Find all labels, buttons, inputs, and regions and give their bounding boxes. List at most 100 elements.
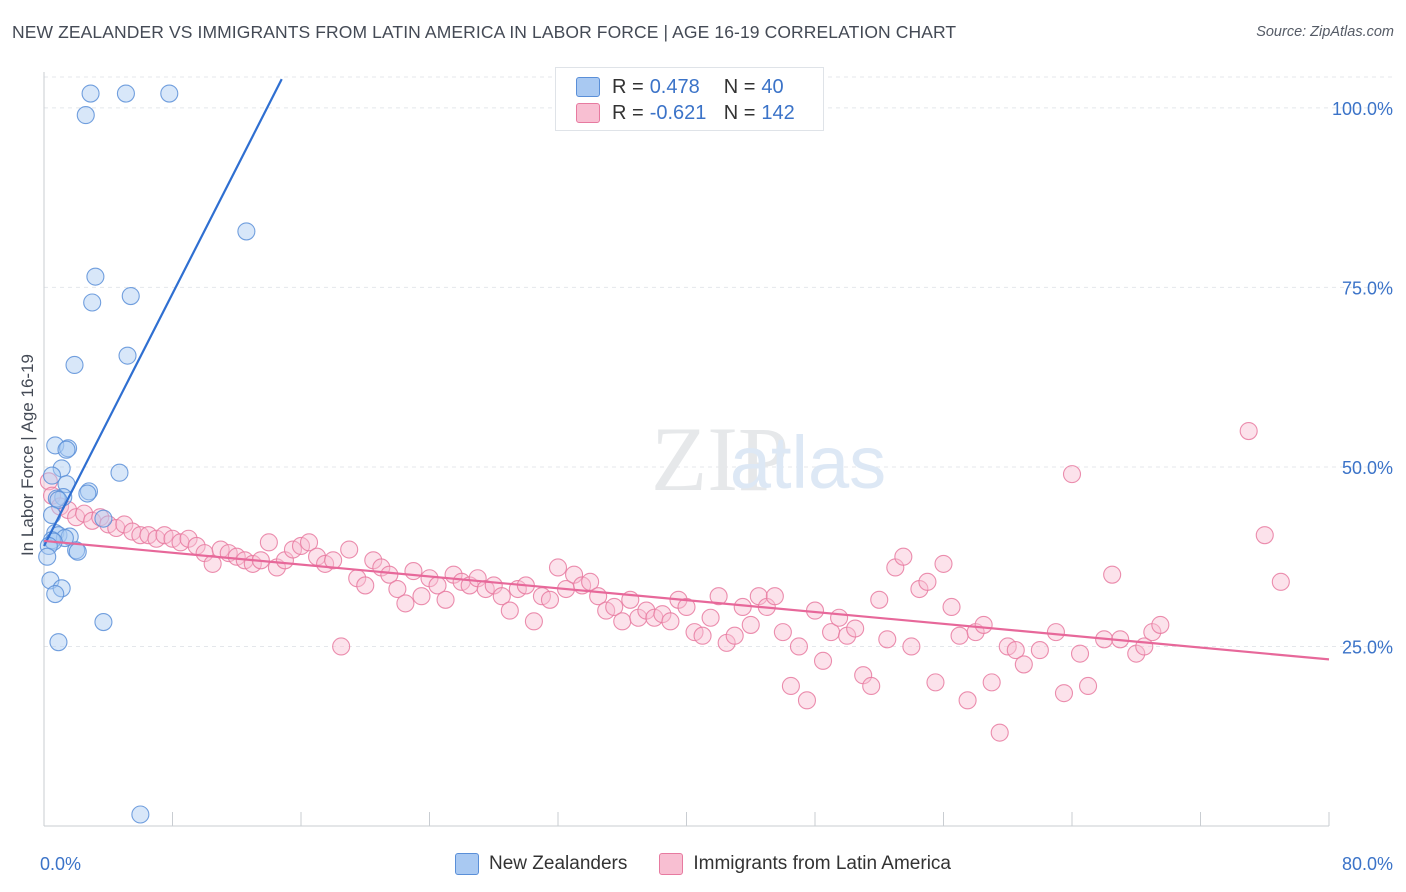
point-new-zealander: [46, 585, 65, 604]
point-new-zealander: [116, 84, 135, 103]
point-latin-america: [950, 626, 969, 645]
legend-r-label: R =: [612, 75, 644, 98]
point-new-zealander: [76, 106, 95, 125]
point-latin-america: [1079, 676, 1098, 696]
point-latin-america: [500, 601, 519, 620]
point-latin-america: [974, 615, 993, 634]
point-latin-america: [918, 572, 937, 591]
chart-title: NEW ZEALANDER VS IMMIGRANTS FROM LATIN A…: [12, 22, 957, 42]
point-new-zealander: [83, 293, 102, 312]
point-latin-america: [1255, 526, 1274, 545]
point-latin-america: [725, 626, 744, 645]
point-latin-america: [773, 623, 792, 642]
legend-r-label: R =: [612, 101, 644, 124]
point-latin-america: [1046, 623, 1065, 642]
point-new-zealander: [160, 84, 179, 103]
y-tick-label: 25.0%: [1342, 637, 1393, 657]
point-latin-america: [1054, 684, 1074, 703]
point-latin-america: [613, 612, 632, 631]
point-latin-america: [942, 597, 961, 617]
point-latin-america: [524, 612, 543, 631]
series-swatch-pink: [659, 853, 684, 875]
point-latin-america: [1030, 641, 1049, 660]
point-new-zealander: [86, 267, 105, 286]
point-new-zealander: [78, 484, 97, 503]
legend-r-value: 0.478: [649, 75, 700, 98]
point-new-zealander: [42, 506, 62, 525]
point-latin-america: [741, 615, 760, 634]
point-new-zealander: [110, 463, 129, 482]
point-latin-america: [412, 587, 431, 606]
series-legend: New Zealanders Immigrants from Latin Ame…: [0, 850, 1406, 878]
legend-n-label: N =: [723, 101, 756, 124]
y-tick-label: 100.0%: [1332, 99, 1393, 119]
legend-n-value: 142: [761, 101, 795, 124]
series-legend-label: Immigrants from Latin America: [693, 853, 951, 874]
point-latin-america: [677, 597, 696, 617]
trend-lines: [43, 78, 1330, 661]
legend-r-value: -0.621: [649, 101, 707, 124]
legend-swatch-blue: [576, 77, 600, 97]
point-latin-america: [492, 587, 511, 606]
point-latin-america: [982, 673, 1001, 692]
series-swatch-blue: [455, 853, 479, 875]
trend-line-new-zealanders: [43, 78, 283, 547]
axes: [43, 72, 1330, 827]
point-latin-america: [299, 533, 319, 552]
series-legend-label: New Zealanders: [489, 853, 628, 874]
point-latin-america: [813, 651, 833, 670]
point-latin-america: [701, 608, 720, 627]
series-legend-item-latin-america[interactable]: Immigrants from Latin America: [659, 853, 951, 875]
data-points: [38, 84, 1290, 824]
point-latin-america: [1062, 465, 1082, 484]
point-latin-america: [870, 590, 889, 609]
point-latin-america: [1014, 655, 1033, 674]
x-tick-label: 0.0%: [40, 854, 81, 874]
point-new-zealander: [237, 222, 256, 241]
point-new-zealander: [42, 466, 62, 485]
point-latin-america: [693, 626, 712, 645]
point-latin-america: [1103, 565, 1122, 584]
point-new-zealander: [94, 509, 113, 528]
point-latin-america: [765, 587, 784, 606]
source-label: Source: ZipAtlas.com: [1256, 24, 1394, 40]
point-latin-america: [396, 594, 415, 613]
point-new-zealander: [81, 84, 100, 103]
tick-labels: 100.0% 75.0% 50.0% 25.0% 0.0% 80.0%: [40, 99, 1393, 874]
point-latin-america: [404, 562, 423, 581]
point-latin-america: [1239, 421, 1258, 441]
point-latin-america: [878, 630, 897, 649]
point-latin-america: [388, 579, 407, 599]
point-latin-america: [332, 637, 351, 656]
trend-line-latin-america: [43, 539, 1330, 661]
point-latin-america: [894, 547, 913, 566]
point-latin-america: [990, 723, 1009, 742]
correlation-legend: R = 0.478 N = 40 R = -0.621 N = 142: [555, 67, 824, 131]
point-latin-america: [958, 691, 977, 710]
point-latin-america: [340, 540, 359, 559]
legend-n-value: 40: [761, 75, 784, 98]
point-new-zealander: [94, 613, 113, 632]
point-latin-america: [259, 533, 278, 552]
point-latin-america: [436, 590, 455, 609]
point-latin-america: [846, 619, 865, 638]
point-latin-america: [661, 612, 680, 631]
y-tick-label: 75.0%: [1342, 278, 1393, 298]
legend-swatch-pink: [576, 103, 600, 123]
point-latin-america: [548, 558, 568, 577]
point-new-zealander: [118, 346, 137, 365]
legend-n-label: N =: [723, 75, 756, 98]
series-legend-item-new-zealanders[interactable]: New Zealanders: [455, 853, 627, 875]
point-latin-america: [1151, 615, 1170, 634]
x-tick-label: 80.0%: [1342, 854, 1393, 874]
point-latin-america: [324, 551, 343, 570]
point-latin-america: [789, 637, 808, 656]
y-tick-label: 50.0%: [1342, 458, 1393, 478]
point-latin-america: [797, 691, 817, 710]
point-latin-america: [39, 472, 58, 491]
point-latin-america: [830, 608, 849, 627]
point-new-zealander: [57, 440, 76, 459]
point-latin-america: [709, 587, 728, 606]
point-new-zealander: [121, 286, 140, 306]
